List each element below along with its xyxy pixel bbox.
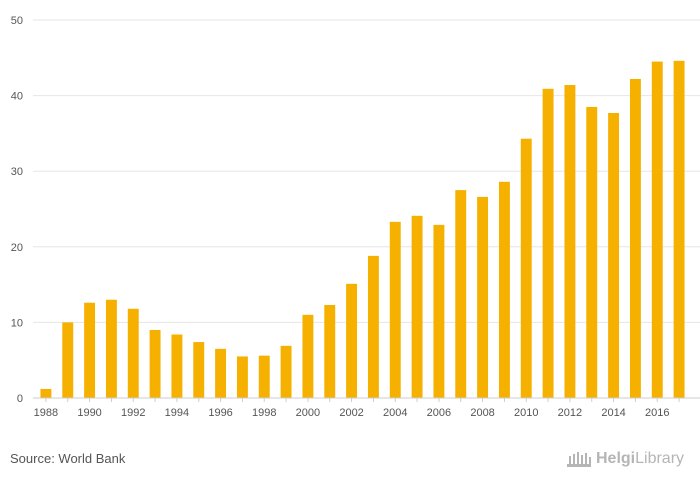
x-axis-ticks: 1988 1990 1992 1994 1996 1998 2000 2002 2004 2006… <box>34 398 680 419</box>
bar[interactable] <box>171 334 183 398</box>
bar[interactable] <box>586 106 598 398</box>
x-tick-label: 2000 <box>296 407 320 419</box>
y-tick-label: 50 <box>11 15 23 27</box>
bar[interactable] <box>127 308 139 398</box>
y-tick-label: 40 <box>11 91 23 103</box>
x-tick-label: 2010 <box>514 407 538 419</box>
bar[interactable] <box>455 190 467 398</box>
bar[interactable] <box>193 342 205 398</box>
source-note: Source: World Bank <box>10 451 126 466</box>
bar[interactable] <box>280 345 292 398</box>
x-tick-label: 2014 <box>601 407 625 419</box>
bar[interactable] <box>542 88 554 399</box>
x-tick-label: 2004 <box>383 407 407 419</box>
grid-lines <box>33 19 700 323</box>
bar[interactable] <box>346 283 358 398</box>
x-tick-label: 1996 <box>208 407 232 419</box>
y-axis-ticks: 0 10 20 30 40 50 <box>11 15 23 405</box>
x-tick-label: 1990 <box>77 407 101 419</box>
x-tick-label: 2006 <box>427 407 451 419</box>
bar[interactable] <box>673 60 685 398</box>
bar[interactable] <box>411 215 423 398</box>
library-building-icon <box>567 452 591 467</box>
y-tick-label: 20 <box>11 242 23 254</box>
bar[interactable] <box>84 302 96 398</box>
helgi-library-logo[interactable]: Helgi Library <box>566 447 684 471</box>
x-tick-label: 2016 <box>645 407 669 419</box>
bar[interactable] <box>149 329 161 398</box>
bar[interactable] <box>258 355 270 398</box>
brand-name-bold: Helgi <box>596 450 636 467</box>
bar[interactable] <box>40 388 52 398</box>
x-tick-label: 2002 <box>339 407 363 419</box>
y-tick-label: 30 <box>11 166 23 178</box>
x-tick-label: 1994 <box>165 407 189 419</box>
y-tick-label: 10 <box>11 317 23 329</box>
bar[interactable] <box>105 299 117 398</box>
bars <box>40 60 685 399</box>
x-tick-label: 2012 <box>558 407 582 419</box>
brand-name-light: Library <box>635 450 685 467</box>
bar[interactable] <box>302 314 314 398</box>
x-tick-label: 2008 <box>470 407 494 419</box>
bar-chart: 0 10 20 30 40 50 1988 1990 1992 1994 1996 1998 2000… <box>11 15 700 419</box>
bar[interactable] <box>629 78 641 398</box>
bar[interactable] <box>236 356 248 398</box>
bar[interactable] <box>520 138 532 398</box>
bar[interactable] <box>477 196 489 398</box>
bar[interactable] <box>433 224 445 398</box>
x-tick-label: 1988 <box>34 407 58 419</box>
bar[interactable] <box>608 112 620 398</box>
bar[interactable] <box>324 305 336 398</box>
bar[interactable] <box>215 348 227 398</box>
bar[interactable] <box>651 61 663 399</box>
bar[interactable] <box>498 181 510 398</box>
bar[interactable] <box>564 85 576 399</box>
bar[interactable] <box>389 221 401 398</box>
x-tick-label: 1998 <box>252 407 276 419</box>
x-tick-label: 1992 <box>121 407 145 419</box>
bar[interactable] <box>62 322 74 398</box>
bar[interactable] <box>367 255 379 398</box>
y-tick-label: 0 <box>17 393 23 405</box>
